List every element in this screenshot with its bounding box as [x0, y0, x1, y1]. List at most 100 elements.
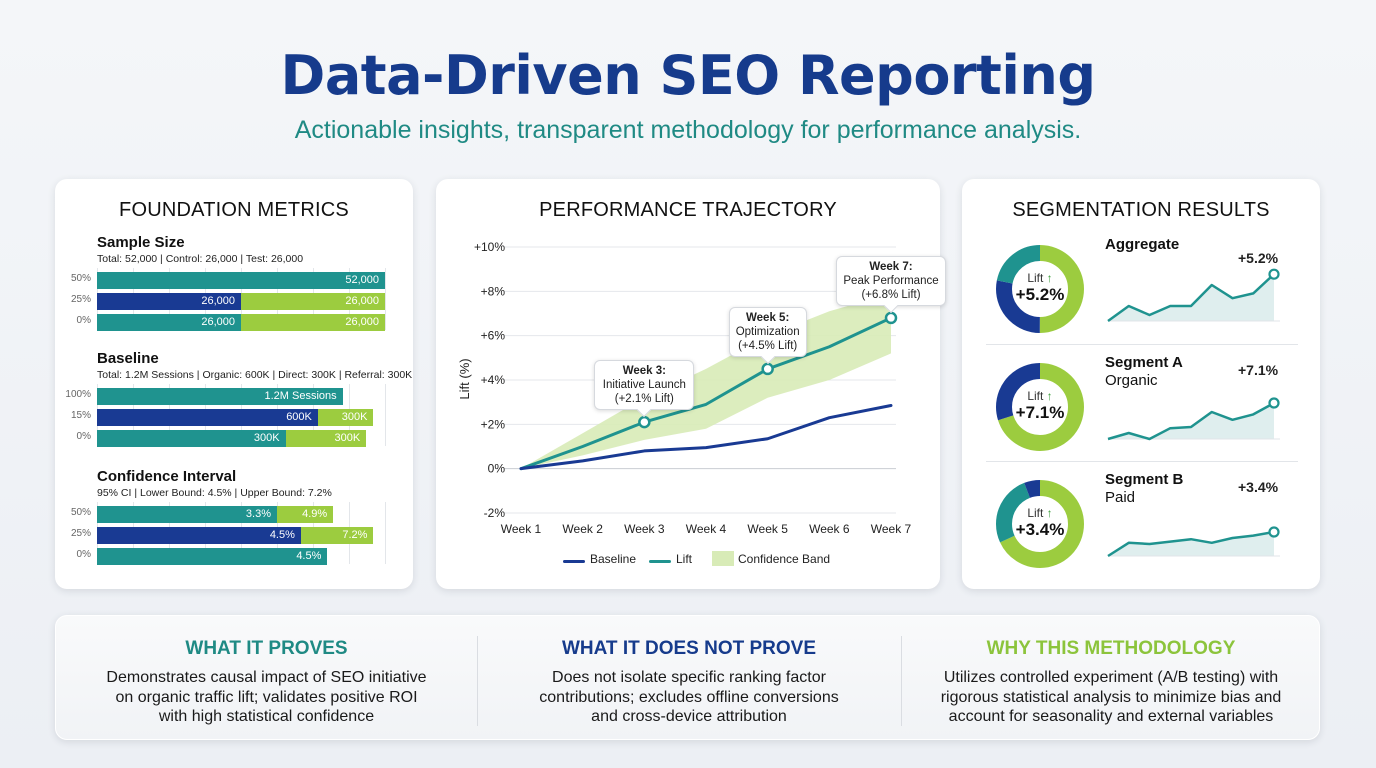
metric-summary: Total: 1.2M Sessions | Organic: 600K | D… — [97, 369, 413, 381]
donut-slice-navy — [996, 480, 1084, 568]
summary-line: contributions; excludes offline conversi… — [539, 688, 839, 706]
column-divider — [477, 636, 478, 726]
bar-segment-green: 26,000 — [241, 314, 385, 331]
legend-label-lift: Lift — [676, 552, 693, 566]
callout-label: Optimization — [735, 325, 800, 338]
methodology-summary-card: WHAT IT PROVES Demonstrates causal impact… — [55, 615, 1320, 740]
bar-axis-label: 0% — [76, 315, 91, 326]
metric-bar-row: 0% 300K 300K — [77, 430, 385, 447]
lift-text: Lift — [1027, 506, 1047, 520]
summary-line: on organic traffic lift; validates posit… — [115, 688, 418, 706]
segmentation-results-title: SEGMENTATION RESULTS — [1012, 199, 1270, 221]
x-tick-label: Week 3 — [624, 522, 665, 536]
callout-value: (+6.8% Lift) — [861, 288, 921, 301]
foundation-metrics-title: FOUNDATION METRICS — [119, 199, 349, 221]
metric-bar-row: 100% 1.2M Sessions — [65, 388, 385, 405]
x-tick-label: Week 5 — [747, 522, 788, 536]
summary-heading: WHAT IT PROVES — [185, 638, 348, 659]
donut-slice-teal — [996, 245, 1084, 333]
segment-divider — [986, 461, 1298, 462]
bar-segment-teal: 52,000 — [97, 272, 385, 289]
metric-heading: Confidence Interval — [97, 468, 237, 485]
segment-name: Segment A — [1105, 354, 1183, 371]
donut-slice-navy — [996, 245, 1084, 333]
segment-divider — [986, 344, 1298, 345]
summary-line: and cross-device attribution — [591, 708, 787, 725]
segmentation-results-card: SEGMENTATION RESULTS Lift ↑ +5.2% Aggregat… — [962, 179, 1320, 589]
donut-center: Lift ↑ +5.2% — [990, 271, 1090, 305]
bar-axis-label: 50% — [70, 273, 91, 284]
lift-label: Lift ↑ — [990, 506, 1090, 520]
metric-heading: Sample Size — [97, 234, 185, 251]
grid-line — [385, 384, 386, 446]
legend-swatch-lift — [649, 560, 671, 563]
lift-label: Lift ↑ — [990, 389, 1090, 403]
annotation-callout: Week 7: Peak Performance (+6.8% Lift) — [836, 255, 946, 306]
sparkline — [1107, 268, 1280, 323]
lift-donut-chart — [996, 363, 1084, 451]
metric-bar-grid: 50% 52,000 25% 26,000 26,000 0% 26,000 26,000 — [71, 268, 386, 331]
sparkline-area — [1108, 403, 1274, 439]
annotation-marker — [638, 415, 651, 429]
lift-label: Lift ↑ — [990, 271, 1090, 285]
bar-axis-label: 0% — [76, 431, 91, 442]
segment-description: Organic — [1105, 372, 1158, 389]
series-line-lift — [519, 316, 893, 471]
annotation-callout: Week 5: Optimization (+4.5% Lift) — [728, 306, 807, 357]
metric-summary: Total: 52,000 | Control: 26,000 | Test: … — [97, 253, 304, 265]
metric-summary: 95% CI | Lower Bound: 4.5% | Upper Bound… — [97, 487, 332, 499]
bar-segment-teal: 3.3% — [97, 506, 277, 523]
legend-swatch-band — [712, 551, 734, 566]
summary-line: Demonstrates causal impact of SEO initia… — [106, 669, 427, 686]
metric-bar-row: 50% 52,000 — [71, 272, 385, 289]
grid-line — [385, 268, 386, 330]
summary-text: Does not isolate specific ranking factor… — [477, 668, 901, 727]
sparkline-line — [1107, 401, 1275, 441]
x-tick-label: Week 7 — [871, 522, 912, 536]
y-tick-label: +6% — [481, 329, 506, 343]
lift-text: Lift — [1027, 389, 1047, 403]
summary-text: Utilizes controlled experiment (A/B test… — [901, 668, 1321, 727]
callout-value: (+2.1% Lift) — [614, 393, 674, 406]
legend-label-baseline: Baseline — [590, 552, 637, 566]
column-divider — [901, 636, 902, 726]
segment-row: Lift ↑ +7.1% Segment A Organic +7.1% — [962, 344, 1320, 465]
lift-donut-chart — [996, 480, 1084, 568]
bar-axis-label: 100% — [65, 389, 91, 400]
bar-axis-label: 25% — [70, 528, 91, 539]
summary-line: with high statistical confidence — [158, 708, 375, 725]
y-tick-label: 0% — [488, 462, 506, 476]
arrow-up-icon: ↑ — [1046, 506, 1053, 520]
y-axis-label: Lift (%) — [457, 358, 472, 399]
x-tick-label: Week 1 — [501, 522, 542, 536]
bar-segment-green: 300K — [317, 409, 374, 426]
foundation-metrics-card: FOUNDATION METRICS Sample Size Total: 52,… — [55, 179, 413, 589]
performance-trajectory-card: PERFORMANCE TRAJECTORY -2% 0% +2% +4% +6% +8%… — [436, 179, 946, 589]
sparkline-area — [1108, 274, 1274, 321]
callout-value: (+4.5% Lift) — [738, 339, 798, 352]
lift-donut-chart — [996, 245, 1084, 333]
bar-segment-green: 300K — [285, 430, 367, 447]
grid-line — [385, 502, 386, 564]
annotation-marker — [761, 362, 774, 376]
sparkline-endpoint — [1268, 526, 1280, 538]
metric-bar-grid: 50% 3.3% 4.9% 25% 4.5% 7.2% 0% 4.5% — [71, 502, 386, 565]
summary-column: WHY THIS METHODOLOGY Utilizes controlled … — [901, 616, 1321, 739]
x-tick-label: Week 2 — [562, 522, 603, 536]
legend-label-band: Confidence Band — [738, 552, 831, 566]
legend-swatch-baseline — [563, 560, 585, 563]
bar-segment-green: 4.9% — [277, 506, 334, 523]
summary-column: WHAT IT PROVES Demonstrates causal impact… — [56, 616, 477, 739]
callout-label: Initiative Launch — [602, 379, 686, 392]
lift-value: +5.2% — [1015, 285, 1065, 304]
summary-line: Does not isolate specific ranking factor — [552, 669, 826, 686]
callout-label: Peak Performance — [843, 274, 939, 287]
lift-value: +7.1% — [1015, 403, 1065, 422]
callout-title: Week 5: — [746, 311, 790, 324]
bar-segment-navy: 4.5% — [97, 527, 301, 544]
page-subtitle: Actionable insights, transparent methodo… — [294, 116, 1082, 144]
summary-line: Utilizes controlled experiment (A/B test… — [943, 669, 1279, 686]
x-tick-label: Week 4 — [686, 522, 727, 536]
callout-title: Week 7: — [869, 260, 913, 273]
summary-text: Demonstrates causal impact of SEO initia… — [56, 668, 477, 727]
